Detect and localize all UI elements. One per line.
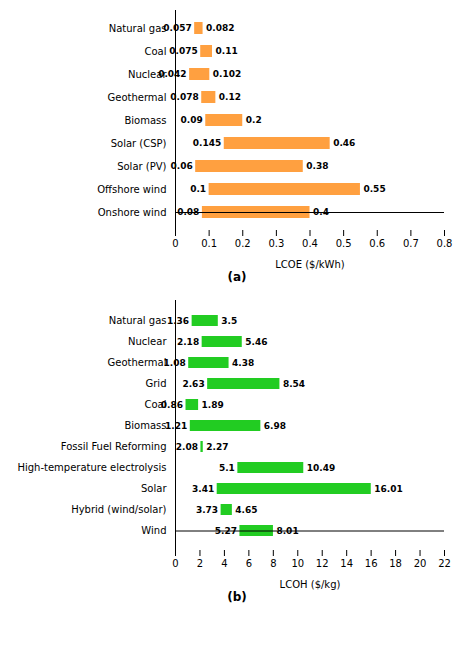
svg-text:2.27: 2.27 (206, 442, 228, 452)
svg-text:18: 18 (389, 558, 402, 569)
svg-text:0: 0 (172, 238, 178, 249)
svg-text:Wind: Wind (141, 525, 166, 536)
svg-text:5.1: 5.1 (219, 463, 235, 473)
svg-text:0.06: 0.06 (170, 161, 192, 171)
svg-text:5.46: 5.46 (245, 337, 267, 347)
svg-text:8: 8 (270, 558, 276, 569)
svg-text:2.63: 2.63 (182, 379, 204, 389)
svg-text:Nuclear: Nuclear (128, 336, 167, 347)
svg-text:14: 14 (340, 558, 353, 569)
svg-text:2.18: 2.18 (177, 337, 199, 347)
svg-text:Natural gas: Natural gas (109, 23, 167, 34)
svg-text:0.5: 0.5 (336, 238, 352, 249)
svg-text:LCOE ($/kWh): LCOE ($/kWh) (275, 259, 345, 270)
svg-text:1.21: 1.21 (165, 421, 187, 431)
svg-text:0.4: 0.4 (313, 207, 329, 218)
svg-text:6: 6 (246, 558, 252, 569)
svg-text:16: 16 (365, 558, 378, 569)
svg-text:0.46: 0.46 (333, 138, 355, 148)
svg-text:Hybrid (wind/solar): Hybrid (wind/solar) (71, 504, 166, 515)
svg-text:5.27: 5.27 (214, 525, 237, 536)
svg-text:2.08: 2.08 (176, 442, 198, 452)
svg-text:0.2: 0.2 (235, 238, 251, 249)
svg-text:Biomass: Biomass (124, 420, 166, 431)
svg-text:0.042: 0.042 (158, 69, 186, 79)
svg-text:0.6: 0.6 (369, 238, 385, 249)
svg-text:0.3: 0.3 (268, 238, 284, 249)
html-text:(a): (a) (227, 270, 247, 284)
svg-text:3.73: 3.73 (196, 505, 218, 515)
svg-text:12: 12 (316, 558, 329, 569)
svg-text:Coal: Coal (144, 399, 167, 411)
svg-text:4: 4 (221, 558, 227, 569)
svg-text:Grid: Grid (146, 378, 167, 389)
svg-text:0.078: 0.078 (170, 92, 198, 102)
svg-text:Solar (PV): Solar (PV) (117, 161, 166, 172)
svg-text:Geothermal: Geothermal (107, 357, 166, 368)
svg-text:4.38: 4.38 (232, 358, 254, 368)
svg-text:LCOH ($/kg): LCOH ($/kg) (280, 579, 341, 590)
svg-text:4.65: 4.65 (235, 505, 257, 515)
svg-text:3.41: 3.41 (192, 484, 214, 494)
svg-text:2: 2 (197, 558, 203, 569)
svg-text:Solar: Solar (141, 483, 167, 494)
svg-text:0.4: 0.4 (302, 238, 318, 249)
svg-text:0.2: 0.2 (246, 115, 262, 125)
svg-text:Biomass: Biomass (124, 115, 166, 126)
svg-text:0.102: 0.102 (213, 69, 241, 79)
svg-text:0.1: 0.1 (190, 184, 206, 194)
svg-text:1.36: 1.36 (167, 316, 189, 326)
svg-text:16.01: 16.01 (374, 484, 402, 494)
svg-text:Natural gas: Natural gas (109, 315, 167, 326)
html-text:(b): (b) (227, 590, 247, 604)
svg-text:0.11: 0.11 (215, 46, 237, 56)
svg-text:1.89: 1.89 (202, 400, 224, 410)
svg-text:0.38: 0.38 (306, 161, 328, 171)
svg-text:10.49: 10.49 (307, 463, 335, 473)
svg-text:1.08: 1.08 (163, 358, 185, 368)
svg-text:0.145: 0.145 (193, 138, 221, 148)
svg-text:Onshore wind: Onshore wind (98, 207, 167, 218)
svg-text:0.082: 0.082 (206, 23, 234, 33)
svg-text:0.86: 0.86 (161, 400, 183, 410)
svg-text:Offshore wind: Offshore wind (97, 184, 166, 195)
svg-text:0.12: 0.12 (219, 92, 241, 102)
svg-text:8.01: 8.01 (276, 525, 299, 536)
svg-text:8.54: 8.54 (283, 379, 305, 389)
svg-text:High-temperature electrolysis: High-temperature electrolysis (17, 462, 166, 473)
svg-text:0.8: 0.8 (437, 238, 453, 249)
svg-text:0.057: 0.057 (163, 23, 191, 33)
svg-text:0.08: 0.08 (177, 207, 200, 218)
svg-text:0: 0 (172, 558, 178, 569)
svg-text:0.09: 0.09 (181, 115, 203, 125)
svg-text:0.7: 0.7 (403, 238, 419, 249)
svg-text:22: 22 (438, 558, 451, 569)
svg-text:Solar (CSP): Solar (CSP) (111, 138, 167, 149)
svg-text:10: 10 (291, 558, 304, 569)
svg-text:0.1: 0.1 (201, 238, 217, 249)
svg-text:Geothermal: Geothermal (107, 92, 166, 103)
svg-text:6.98: 6.98 (264, 421, 286, 431)
svg-text:Fossil Fuel Reforming: Fossil Fuel Reforming (61, 441, 167, 452)
svg-text:20: 20 (414, 558, 427, 569)
svg-text:0.55: 0.55 (363, 184, 385, 194)
svg-text:3.5: 3.5 (221, 316, 237, 326)
svg-text:Coal: Coal (144, 46, 166, 57)
svg-text:0.075: 0.075 (169, 46, 197, 56)
svg-text:Nuclear: Nuclear (128, 68, 167, 80)
